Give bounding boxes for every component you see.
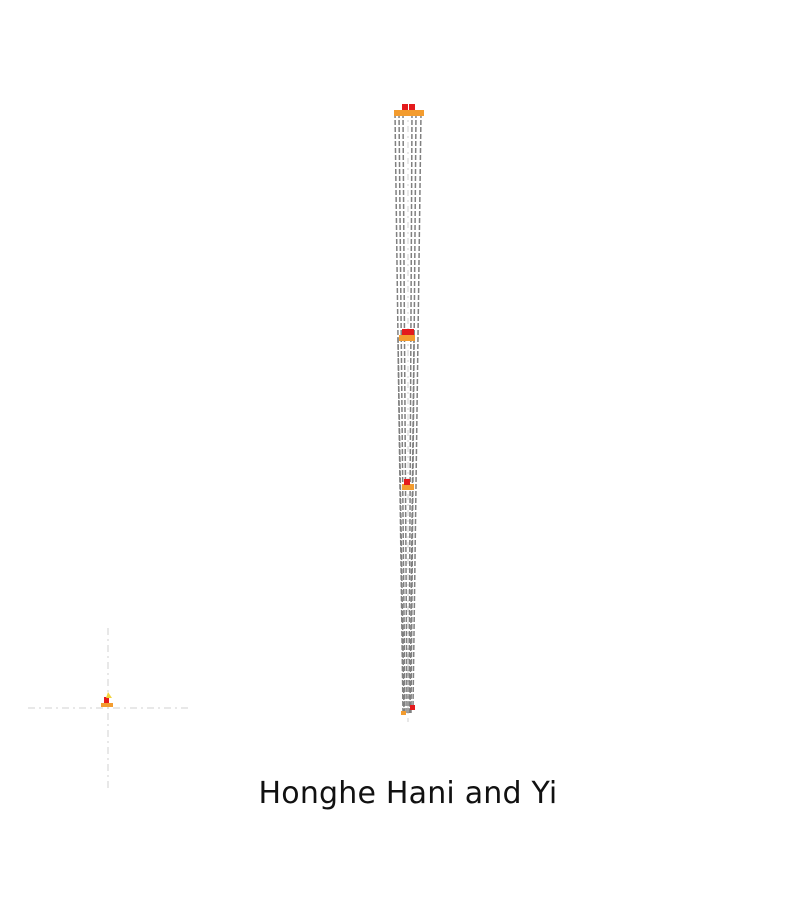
caption: Honghe Hani and Yi xyxy=(258,776,558,811)
flow-lines xyxy=(394,112,422,714)
node-bottom xyxy=(401,705,415,715)
node-lower-middle xyxy=(402,479,414,490)
origin-marker xyxy=(101,692,113,707)
node-upper-middle xyxy=(399,329,415,341)
crosshair-guide xyxy=(28,628,188,788)
node-top xyxy=(394,104,424,116)
